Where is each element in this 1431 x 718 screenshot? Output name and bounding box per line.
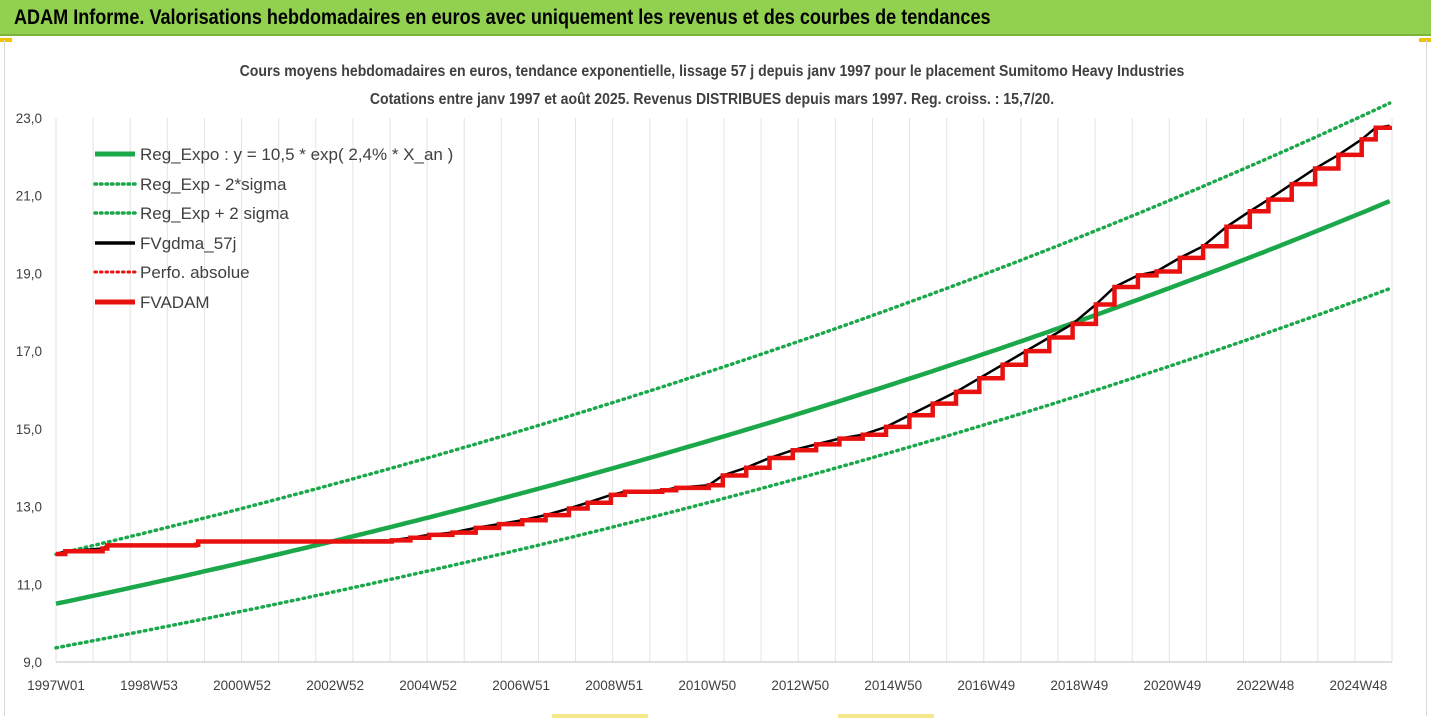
x-tick-label: 2018W49 <box>1050 678 1108 693</box>
series-layer <box>54 101 1392 650</box>
legend-label-reg-expo: Reg_Expo : y = 10,5 * exp( 2,4% * X_an ) <box>140 145 453 164</box>
x-tick-label: 1997W01 <box>27 678 85 693</box>
x-tick-label: 2016W49 <box>957 678 1015 693</box>
series-reg-expo <box>55 199 1391 606</box>
x-tick-label: 2022W48 <box>1236 678 1294 693</box>
series-reg-exp-minus-2sigma <box>54 286 1392 650</box>
corner-marker-left <box>0 38 12 42</box>
corner-marker-right <box>1419 38 1431 42</box>
x-tick-label: 1998W53 <box>120 678 178 693</box>
chart-area <box>4 40 1427 716</box>
legend-label-perfo: Perfo. absolue <box>140 263 250 282</box>
x-tick-label: 2006W51 <box>492 678 550 693</box>
legend-label-reg-exp-minus: Reg_Exp - 2*sigma <box>140 175 287 194</box>
x-tick-label: 2020W49 <box>1143 678 1201 693</box>
x-tick-label: 2014W50 <box>864 678 922 693</box>
y-tick-label: 19,0 <box>16 266 42 281</box>
x-tick-label: 2004W52 <box>399 678 457 693</box>
y-tick-label: 23,0 <box>16 111 42 126</box>
y-tick-label: 9,0 <box>23 655 42 670</box>
legend: Reg_Expo : y = 10,5 * exp( 2,4% * X_an )… <box>93 145 453 312</box>
y-tick-label: 15,0 <box>16 422 42 437</box>
scroll-tab-right <box>838 714 934 718</box>
x-axis-labels: 1997W01 1998W53 2000W52 2002W52 2004W52 2006W… <box>27 678 1387 693</box>
legend-label-reg-exp-plus: Reg_Exp + 2 sigma <box>140 204 289 223</box>
report-banner: ADAM Informe. Valorisations hebdomadaire… <box>0 0 1431 36</box>
grid-layer <box>55 118 1393 662</box>
scroll-tab-left <box>552 714 648 718</box>
y-tick-label: 17,0 <box>16 344 42 359</box>
legend-label-fvadam: FVADAM <box>140 293 210 312</box>
y-tick-label: 21,0 <box>16 189 42 204</box>
x-tick-label: 2024W48 <box>1330 678 1388 693</box>
x-tick-label: 2002W52 <box>306 678 364 693</box>
x-tick-label: 2008W51 <box>585 678 643 693</box>
x-tick-label: 2010W50 <box>678 678 736 693</box>
series-reg-exp-plus-2sigma <box>54 101 1392 557</box>
y-axis-labels: 9,0 11,0 13,0 15,0 17,0 19,0 21,0 23,0 <box>16 111 42 670</box>
legend-label-fvgdma: FVgdma_57j <box>140 234 236 253</box>
series-fvadam <box>56 125 1392 557</box>
x-tick-label: 2000W52 <box>213 678 271 693</box>
report-title: ADAM Informe. Valorisations hebdomadaire… <box>14 6 991 29</box>
y-tick-label: 13,0 <box>16 500 42 515</box>
chart-title-line-2: Cotations entre janv 1997 et août 2025. … <box>370 90 1054 108</box>
x-tick-label: 2012W50 <box>771 678 829 693</box>
y-tick-label: 11,0 <box>17 577 42 592</box>
chart-title-line-1: Cours moyens hebdomadaires en euros, ten… <box>240 62 1185 80</box>
